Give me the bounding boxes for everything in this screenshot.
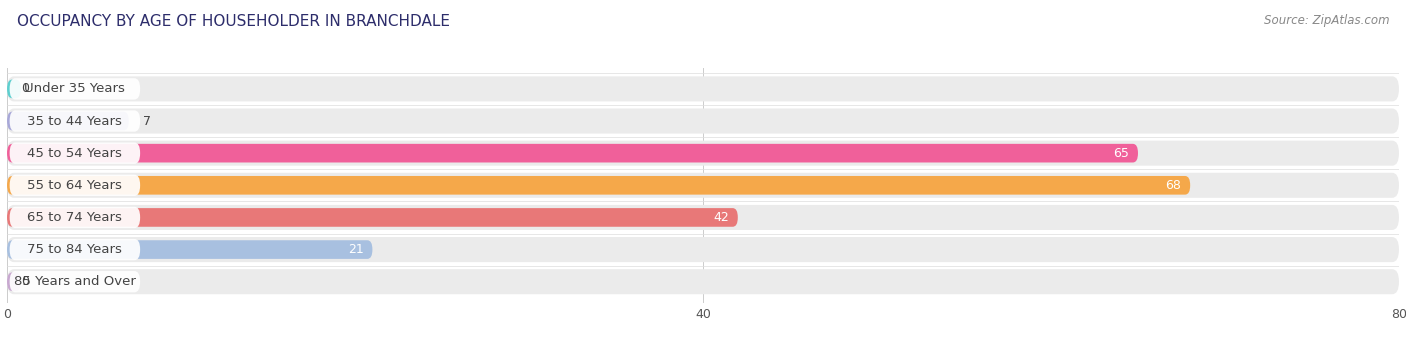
FancyBboxPatch shape — [10, 142, 141, 164]
Text: 0: 0 — [21, 275, 30, 288]
FancyBboxPatch shape — [7, 269, 1399, 294]
Text: 75 to 84 Years: 75 to 84 Years — [28, 243, 122, 256]
FancyBboxPatch shape — [7, 272, 21, 291]
FancyBboxPatch shape — [7, 173, 1399, 198]
Text: 21: 21 — [347, 243, 364, 256]
Text: 55 to 64 Years: 55 to 64 Years — [28, 179, 122, 192]
Text: OCCUPANCY BY AGE OF HOUSEHOLDER IN BRANCHDALE: OCCUPANCY BY AGE OF HOUSEHOLDER IN BRANC… — [17, 14, 450, 29]
FancyBboxPatch shape — [10, 175, 141, 196]
Text: 65 to 74 Years: 65 to 74 Years — [28, 211, 122, 224]
FancyBboxPatch shape — [7, 112, 129, 130]
FancyBboxPatch shape — [7, 141, 1399, 166]
FancyBboxPatch shape — [10, 207, 141, 228]
Text: 85 Years and Over: 85 Years and Over — [14, 275, 136, 288]
Text: 42: 42 — [713, 211, 730, 224]
FancyBboxPatch shape — [7, 76, 1399, 101]
FancyBboxPatch shape — [7, 237, 1399, 262]
FancyBboxPatch shape — [7, 108, 1399, 134]
FancyBboxPatch shape — [10, 239, 141, 260]
FancyBboxPatch shape — [7, 176, 1191, 194]
FancyBboxPatch shape — [7, 144, 1137, 163]
Text: 0: 0 — [21, 82, 30, 96]
Text: 35 to 44 Years: 35 to 44 Years — [28, 115, 122, 128]
FancyBboxPatch shape — [10, 110, 141, 132]
Text: 45 to 54 Years: 45 to 54 Years — [28, 147, 122, 160]
Text: Under 35 Years: Under 35 Years — [24, 82, 125, 96]
FancyBboxPatch shape — [7, 205, 1399, 230]
Text: 68: 68 — [1166, 179, 1181, 192]
Text: 7: 7 — [143, 115, 150, 128]
FancyBboxPatch shape — [7, 80, 21, 98]
Text: 65: 65 — [1114, 147, 1129, 160]
FancyBboxPatch shape — [7, 240, 373, 259]
FancyBboxPatch shape — [10, 271, 141, 292]
FancyBboxPatch shape — [10, 78, 141, 100]
Text: Source: ZipAtlas.com: Source: ZipAtlas.com — [1264, 14, 1389, 27]
FancyBboxPatch shape — [7, 208, 738, 227]
